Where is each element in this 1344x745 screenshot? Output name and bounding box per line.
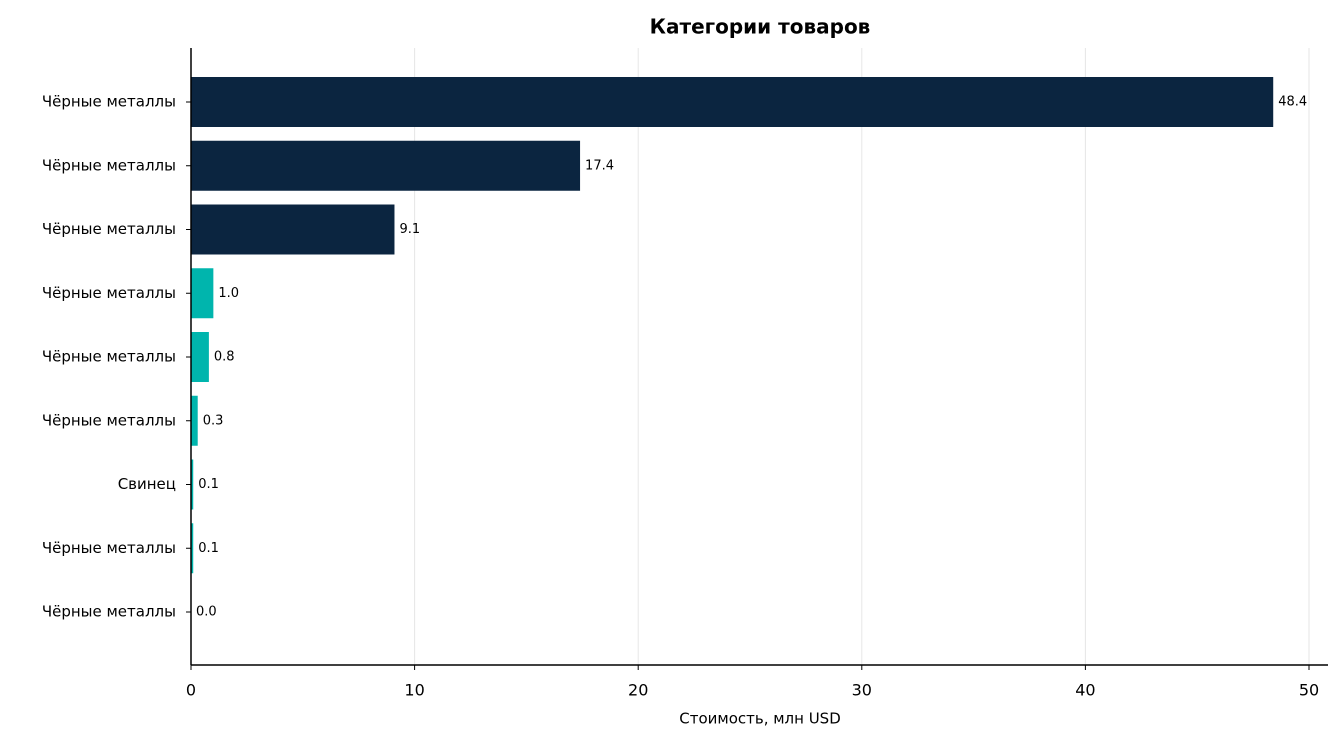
value-label: 0.1 — [198, 541, 219, 556]
y-tick-label: Чёрные металлы — [42, 539, 176, 557]
y-tick-label: Чёрные металлы — [42, 603, 176, 621]
value-label: 48.4 — [1278, 95, 1307, 110]
value-label: 0.8 — [214, 350, 235, 365]
value-label: 9.1 — [399, 222, 420, 237]
x-tick-label: 10 — [404, 681, 424, 700]
bar — [191, 332, 209, 382]
x-tick-label: 0 — [186, 681, 196, 700]
x-tick-label: 40 — [1075, 681, 1095, 700]
bar — [191, 523, 194, 574]
bar — [191, 395, 198, 446]
chart-title: Категории товаров — [650, 15, 871, 39]
y-tick-label: Свинец — [118, 475, 176, 493]
x-tick-label: 50 — [1299, 681, 1319, 700]
value-label: 0.1 — [198, 477, 219, 492]
y-tick-label: Чёрные металлы — [42, 411, 176, 429]
bar — [191, 268, 214, 319]
bar — [191, 204, 395, 255]
y-tick-label: Чёрные металлы — [42, 220, 176, 238]
x-tick-label: 30 — [852, 681, 872, 700]
value-label: 17.4 — [585, 158, 614, 173]
y-tick-label: Чёрные металлы — [42, 93, 176, 111]
value-label: 1.0 — [218, 286, 239, 301]
value-label: 0.3 — [203, 413, 224, 428]
x-tick-label: 20 — [628, 681, 648, 700]
y-tick-label: Чёрные металлы — [42, 156, 176, 174]
y-tick-label: Чёрные металлы — [42, 348, 176, 366]
bar — [191, 140, 581, 191]
bar — [191, 459, 194, 510]
value-label: 0.0 — [196, 605, 217, 620]
x-axis-label: Стоимость, млн USD — [679, 710, 841, 728]
bar — [191, 77, 1274, 127]
y-tick-label: Чёрные металлы — [42, 284, 176, 302]
